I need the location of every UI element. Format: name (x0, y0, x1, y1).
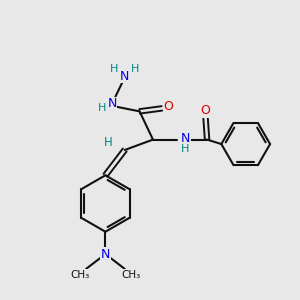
Text: H: H (110, 64, 118, 74)
Text: N: N (119, 70, 129, 83)
Text: H: H (131, 64, 139, 74)
Text: CH₃: CH₃ (70, 270, 90, 280)
Text: O: O (164, 100, 173, 113)
Text: N: N (107, 98, 117, 110)
Text: H: H (98, 103, 106, 113)
Text: CH₃: CH₃ (121, 270, 140, 280)
Text: N: N (181, 132, 190, 145)
Text: H: H (181, 143, 189, 154)
Text: H: H (104, 136, 113, 149)
Text: O: O (201, 104, 211, 117)
Text: N: N (101, 248, 110, 260)
